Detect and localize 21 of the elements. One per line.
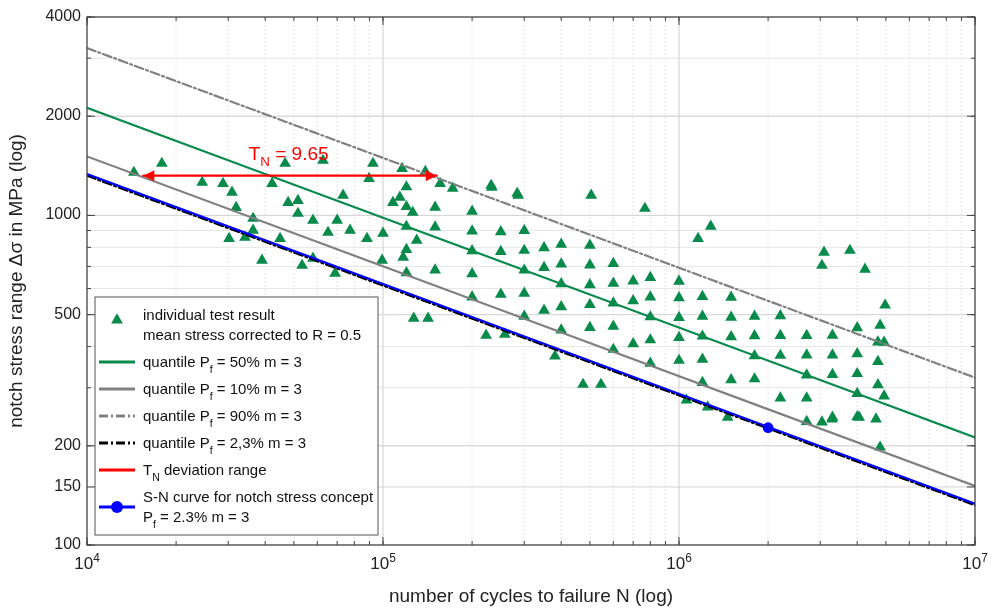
legend-label: T$_{N}$ deviation range [143, 461, 267, 483]
legend-label: quantile P$_{f}$ = 90% m = 3 [143, 407, 302, 429]
x-tick-label: 10$^{4}$ [74, 551, 101, 573]
legend-label: quantile P$_{f}$ = 50% m = 3 [143, 353, 302, 375]
y-tick-label: 200 [54, 436, 82, 454]
x-tick-label: 10$^{5}$ [370, 551, 397, 573]
y-tick-label: 2000 [45, 106, 82, 124]
legend-label: individual test result mean stress corrected to R = 0.5 [143, 306, 362, 343]
annotation: T$_{N}$ = 9.65 [248, 142, 329, 169]
y-tick-label: 150 [54, 477, 82, 495]
legend-label: S-N curve for notch stress concept P$_{f}$ = 2.3% m = 3 [143, 488, 374, 530]
legend-label: quantile P$_{f}$ = 10% m = 3 [143, 380, 302, 402]
x-tick-label: 10$^{6}$ [666, 551, 693, 573]
y-axis-title: notch stress range Δσ in MPa (log) [5, 134, 26, 428]
x-tick-label: 10$^{7}$ [962, 551, 989, 573]
x-axis-title: number of cycles to failure N (log) [388, 585, 674, 606]
y-tick-label: 4000 [45, 7, 82, 25]
y-tick-label: 500 [54, 304, 82, 322]
legend-label: quantile P$_{f}$ = 2,3% m = 3 [143, 434, 307, 456]
y-tick-label: 1000 [45, 205, 82, 223]
y-tick-label: 100 [54, 535, 82, 553]
